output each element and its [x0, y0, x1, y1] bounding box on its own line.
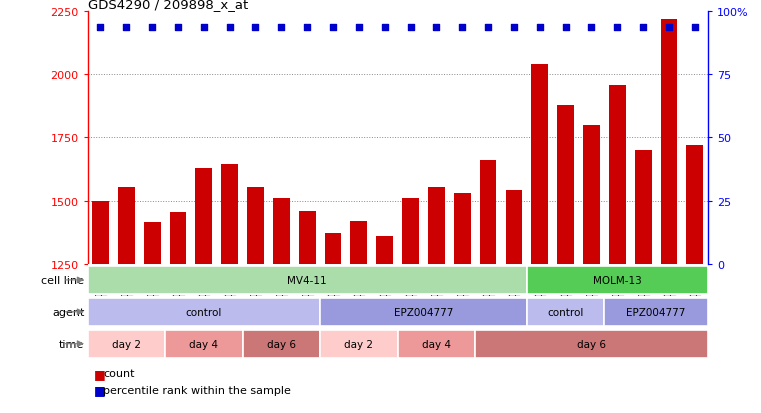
Point	[430, 24, 442, 31]
Bar	[299, 211, 316, 413]
Point	[611, 24, 623, 31]
Point	[94, 24, 107, 31]
Bar	[376, 236, 393, 413]
Bar	[604, 298, 708, 326]
Text: ■: ■	[94, 383, 106, 396]
Point	[689, 24, 701, 31]
Bar	[320, 298, 527, 326]
Point	[404, 24, 416, 31]
Bar	[88, 266, 527, 294]
Point	[508, 24, 520, 31]
Bar	[243, 330, 320, 358]
Bar	[454, 193, 470, 413]
Text: control: control	[186, 307, 222, 317]
Text: EPZ004777: EPZ004777	[393, 307, 453, 317]
Bar	[320, 330, 398, 358]
Bar	[583, 126, 600, 413]
Bar	[88, 330, 165, 358]
Point	[456, 24, 468, 31]
Point	[275, 24, 288, 31]
Point	[250, 24, 262, 31]
Bar	[661, 20, 677, 413]
Point	[146, 24, 158, 31]
Point	[379, 24, 391, 31]
Point	[224, 24, 236, 31]
Text: MOLM-13: MOLM-13	[593, 275, 642, 285]
Bar	[428, 187, 444, 413]
Text: control: control	[547, 307, 584, 317]
Bar	[609, 85, 626, 413]
Point	[663, 24, 675, 31]
Point	[327, 24, 339, 31]
Bar	[92, 201, 109, 413]
Bar	[88, 298, 320, 326]
Bar	[221, 164, 238, 413]
Text: day 2: day 2	[345, 339, 374, 349]
Text: day 2: day 2	[112, 339, 141, 349]
Point	[172, 24, 184, 31]
Bar	[527, 266, 708, 294]
Point	[301, 24, 314, 31]
Bar	[144, 223, 161, 413]
Bar	[686, 146, 703, 413]
Point	[198, 24, 210, 31]
Text: time: time	[59, 339, 84, 349]
Bar	[351, 221, 368, 413]
Bar	[531, 65, 548, 413]
Text: percentile rank within the sample: percentile rank within the sample	[103, 385, 291, 395]
Bar	[635, 151, 651, 413]
Text: ■: ■	[94, 367, 106, 380]
Bar	[475, 330, 708, 358]
Bar	[196, 169, 212, 413]
Bar	[118, 188, 135, 413]
Point	[637, 24, 649, 31]
Bar	[247, 187, 264, 413]
Bar	[170, 212, 186, 413]
Text: day 4: day 4	[189, 339, 218, 349]
Text: cell line: cell line	[41, 275, 84, 285]
Text: day 6: day 6	[267, 339, 296, 349]
Text: agent: agent	[52, 307, 84, 317]
Point	[585, 24, 597, 31]
Bar	[402, 199, 419, 413]
Text: count: count	[103, 368, 135, 378]
Text: day 4: day 4	[422, 339, 451, 349]
Bar	[557, 105, 574, 413]
Point	[533, 24, 546, 31]
Bar	[527, 298, 604, 326]
Text: GDS4290 / 209898_x_at: GDS4290 / 209898_x_at	[88, 0, 248, 11]
Bar	[273, 199, 290, 413]
Point	[353, 24, 365, 31]
Text: day 6: day 6	[577, 339, 606, 349]
Text: EPZ004777: EPZ004777	[626, 307, 686, 317]
Text: MV4-11: MV4-11	[288, 275, 327, 285]
Bar	[505, 191, 522, 413]
Bar	[397, 330, 475, 358]
Point	[559, 24, 572, 31]
Bar	[165, 330, 243, 358]
Bar	[325, 234, 342, 413]
Point	[120, 24, 132, 31]
Point	[482, 24, 494, 31]
Bar	[479, 161, 496, 413]
